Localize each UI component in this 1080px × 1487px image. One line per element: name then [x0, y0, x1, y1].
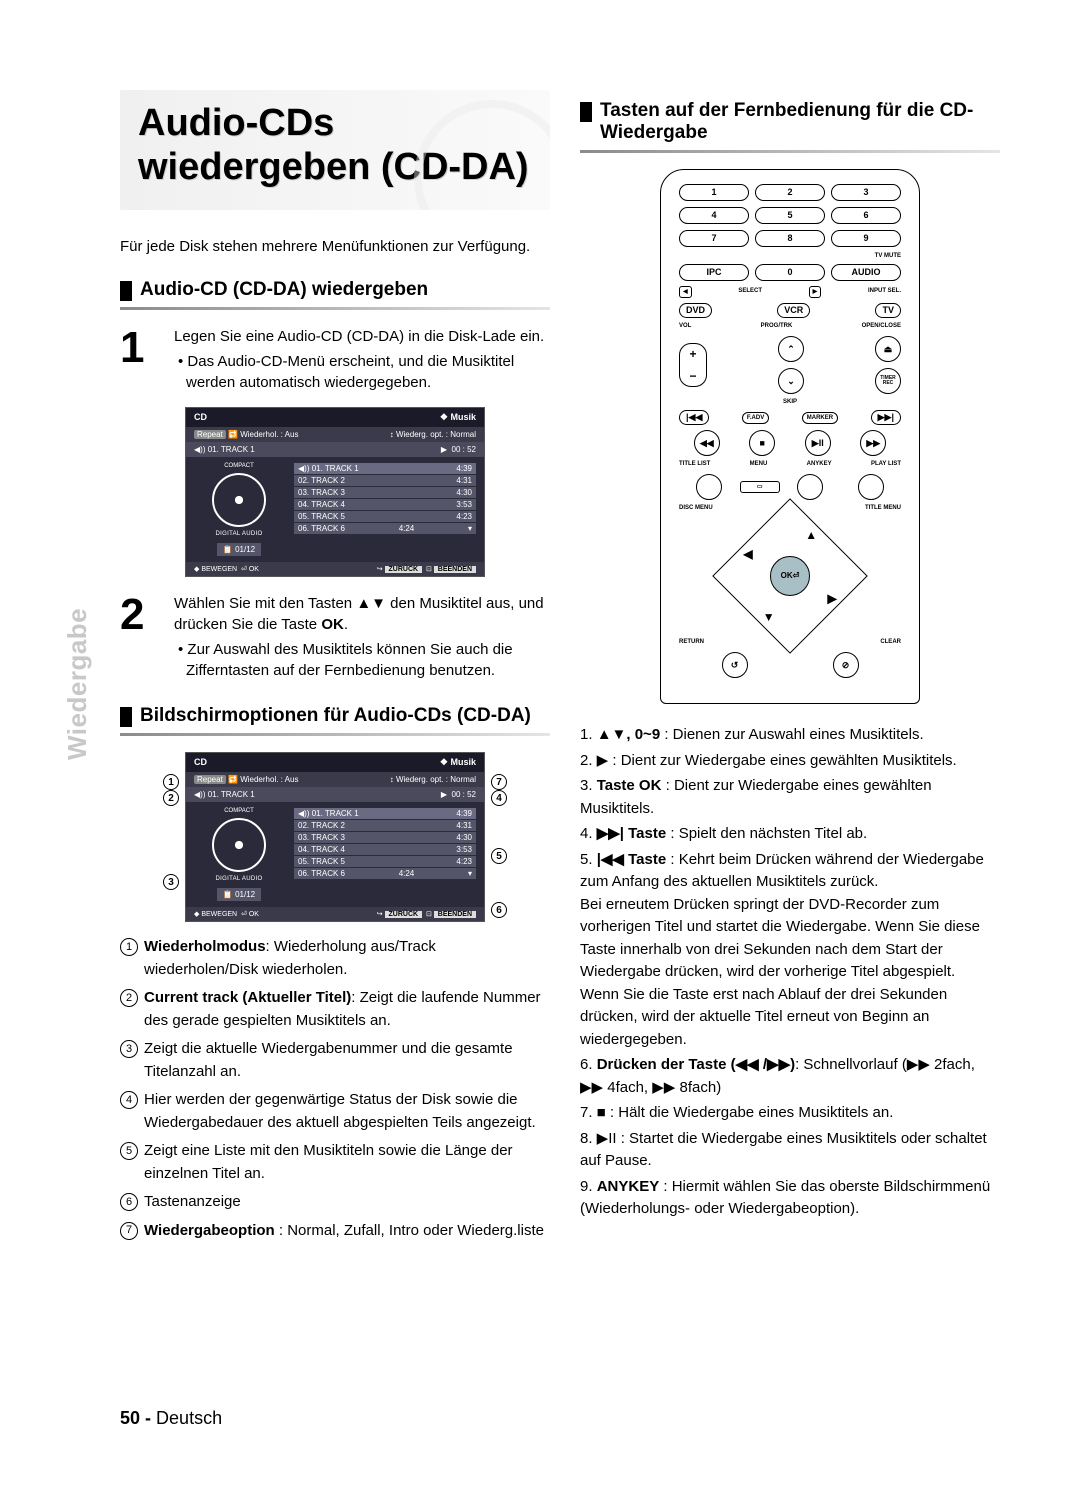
remote-menu: ▭: [740, 481, 780, 493]
step-2-text: Wählen Sie mit den Tasten ▲▼ den Musikti…: [174, 593, 550, 635]
section-3-heading: Tasten auf der Fernbedienung für die CD-…: [580, 100, 1000, 144]
remote-eject: ⏏: [875, 336, 901, 362]
sc-title-left: CD: [194, 412, 207, 423]
remote-prev: |◀◀: [679, 410, 709, 425]
remote-ff: ▶▶: [860, 430, 886, 456]
remote-num-5: 5: [755, 207, 825, 224]
remote-titlelist: [696, 474, 722, 500]
remote-ipc: IPC: [679, 264, 749, 281]
callout-7: 7: [491, 774, 507, 790]
heading-bar: [120, 707, 132, 727]
callout-2: 2: [163, 790, 179, 806]
remote-illustration: 1 2 3 4 5 6 7 8 9 TV MUTE IPC 0 AUDIO ◀S…: [660, 169, 920, 704]
callout-1: 1: [163, 774, 179, 790]
page-footer: 50 - Deutsch: [120, 1408, 222, 1429]
remote-tv: TV: [875, 303, 901, 318]
section-1-title: Audio-CD (CD-DA) wiedergeben: [140, 279, 428, 301]
step-1-number: 1: [120, 326, 164, 393]
remote-return: ↺: [722, 652, 748, 678]
remote-audio: AUDIO: [831, 264, 901, 281]
remote-num-7: 7: [679, 230, 749, 247]
heading-bar: [120, 281, 132, 301]
remote-timer-rec: TIMER REC: [875, 368, 901, 394]
remote-marker: MARKER: [802, 412, 838, 424]
step-1-bullet: • Das Audio-CD-Menü erscheint, und die M…: [174, 351, 550, 393]
sc-title-right: ❖ Musik: [440, 412, 476, 423]
remote-play-pause: ▶II: [805, 430, 831, 456]
remote-anykey: [797, 474, 823, 500]
remote-dvd: DVD: [679, 303, 712, 318]
step-2: 2 Wählen Sie mit den Tasten ▲▼ den Musik…: [120, 593, 550, 681]
page-title-block: Audio-CDs wiedergeben (CD-DA): [120, 90, 550, 210]
title-line2: wiedergeben (CD-DA): [138, 146, 529, 188]
remote-num-3: 3: [831, 184, 901, 201]
section-2-title: Bildschirmoptionen für Audio-CDs (CD-DA): [140, 705, 531, 727]
remote-ok: OK ⏎: [770, 556, 810, 596]
heading-underline: [120, 733, 550, 736]
remote-next: ▶▶|: [871, 410, 901, 425]
remote-vcr: VCR: [777, 303, 810, 318]
remote-num-9: 9: [831, 230, 901, 247]
remote-dpad: OK ⏎ ▲ ▼ ◀ ▶: [712, 498, 868, 654]
disc-icon: [212, 473, 266, 527]
callout-6: 6: [491, 902, 507, 918]
remote-prog-up: ⌃: [778, 336, 804, 362]
callout-3: 3: [163, 874, 179, 890]
remote-num-0: 0: [755, 264, 825, 281]
sidebar-tab: Wiedergabe: [62, 608, 93, 760]
step-2-bullet: • Zur Auswahl des Musiktitels können Sie…: [174, 639, 550, 681]
remote-num-4: 4: [679, 207, 749, 224]
step-1-text: Legen Sie eine Audio-CD (CD-DA) in die D…: [174, 326, 550, 347]
title-line1: Audio-CDs: [138, 102, 334, 144]
remote-prog-down: ⌄: [778, 368, 804, 394]
step-2-number: 2: [120, 593, 164, 681]
heading-underline: [580, 150, 1000, 153]
heading-underline: [120, 307, 550, 310]
remote-num-1: 1: [679, 184, 749, 201]
step-1: 1 Legen Sie eine Audio-CD (CD-DA) in die…: [120, 326, 550, 393]
cd-menu-screenshot-2: CD ❖ Musik Repeat 🔁 Wiederhol. : Aus ↕ W…: [185, 752, 485, 922]
callout-5: 5: [491, 848, 507, 864]
track-list: ◀)) 01. TRACK 14:39 02. TRACK 24:31 03. …: [294, 463, 476, 556]
section-1-heading: Audio-CD (CD-DA) wiedergeben: [120, 279, 550, 301]
remote-num-8: 8: [755, 230, 825, 247]
section-3-title: Tasten auf der Fernbedienung für die CD-…: [600, 100, 1000, 144]
remote-playlist: [858, 474, 884, 500]
heading-bar: [580, 102, 592, 122]
remote-rew: ◀◀: [694, 430, 720, 456]
remote-fadv: F.ADV: [742, 412, 769, 424]
cd-menu-screenshot-1: CD ❖ Musik Repeat 🔁 Wiederhol. : Aus ↕ W…: [185, 407, 485, 577]
callout-4: 4: [491, 790, 507, 806]
intro-text: Für jede Disk stehen mehrere Menüfunktio…: [120, 238, 550, 255]
remote-clear: ⊘: [833, 652, 859, 678]
remote-num-6: 6: [831, 207, 901, 224]
remote-num-2: 2: [755, 184, 825, 201]
callout-notes: 1Wiederholmodus: Wiederholung aus/Track …: [120, 936, 550, 1242]
remote-functions-list: 1. ▲▼, 0~9 : Dienen zur Auswahl eines Mu…: [580, 724, 1000, 1221]
section-2-heading: Bildschirmoptionen für Audio-CDs (CD-DA): [120, 705, 550, 727]
remote-stop: ■: [749, 430, 775, 456]
